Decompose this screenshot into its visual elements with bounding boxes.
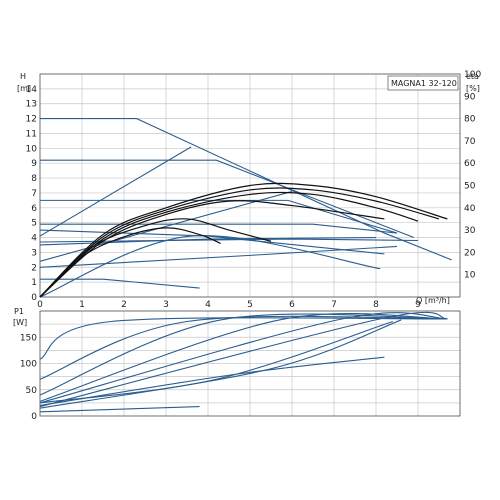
axis-labels: H [m] eta [%] Q [m³/h] P1 [W] — [13, 72, 480, 327]
eta-tick-label: 40 — [464, 204, 476, 214]
eta-tick-label: 10 — [464, 271, 476, 281]
system-curve — [39, 235, 381, 298]
power-tick-label: 50 — [26, 386, 38, 396]
power-frame — [39, 310, 461, 417]
pump-curve — [40, 278, 200, 289]
flow-tick-label: 2 — [121, 300, 127, 310]
pump-curve — [40, 118, 452, 261]
eta-tick-label: 100 — [464, 70, 481, 80]
flow-tick-label: 1 — [79, 300, 85, 310]
chart-title-box: MAGNA1 32-120 — [387, 75, 459, 91]
pump-curve — [39, 245, 398, 268]
power-curve — [39, 315, 448, 380]
flow-axis-label: Q [m³/h] — [416, 296, 450, 305]
head-tick-label: 12 — [26, 115, 37, 125]
eta-tick-label: 90 — [464, 92, 476, 102]
chart-title: MAGNA1 32-120 — [391, 79, 457, 88]
power-axis-label: P1 — [14, 307, 24, 316]
power-curve — [39, 406, 200, 413]
pump-curve — [40, 199, 398, 234]
head-tick-label: 6 — [31, 204, 37, 214]
flow-tick-label: 7 — [331, 300, 337, 310]
system-curve — [39, 146, 192, 237]
power-curve — [39, 311, 448, 408]
eta-axis-label: eta — [466, 72, 479, 81]
power-grid: 0 50 100 150 — [20, 310, 461, 422]
flow-tick-label: 6 — [289, 300, 295, 310]
efficiency-curve — [39, 200, 385, 298]
power-curve — [39, 312, 448, 404]
head-grid: 0123456789101112131410203040506070809010… — [26, 70, 482, 310]
power-tick-label: 100 — [20, 360, 37, 370]
eta-tick-label: 70 — [464, 137, 476, 147]
efficiency-curve — [39, 218, 272, 298]
power-tick-label: 150 — [20, 333, 37, 343]
head-tick-label: 13 — [26, 100, 37, 110]
power-curve — [39, 319, 402, 409]
pump-curve — [39, 238, 419, 243]
head-frame — [39, 73, 461, 298]
eta-tick-label: 60 — [464, 159, 476, 169]
efficiency-curve — [39, 227, 221, 298]
head-tick-label: 11 — [26, 129, 37, 139]
power-curve — [39, 313, 448, 396]
efficiency-curve — [39, 191, 419, 298]
head-tick-label: 14 — [26, 85, 38, 95]
flow-tick-label: 8 — [373, 300, 379, 310]
power-series — [39, 311, 448, 413]
head-tick-label: 7 — [31, 189, 37, 199]
power-curve — [39, 313, 448, 402]
head-tick-label: 3 — [31, 248, 37, 258]
flow-tick-label: 9 — [415, 300, 421, 310]
efficiency-curve — [39, 182, 448, 298]
head-tick-label: 1 — [31, 278, 37, 288]
power-axis-unit: [W] — [13, 318, 27, 327]
head-series — [39, 118, 452, 298]
power-tick-label: 0 — [31, 412, 37, 422]
head-tick-label: 4 — [31, 234, 37, 244]
efficiency-curve — [39, 187, 440, 298]
pump-curve — [40, 159, 415, 239]
head-tick-label: 9 — [31, 159, 37, 169]
head-tick-label: 8 — [31, 174, 37, 184]
eta-tick-label: 50 — [464, 182, 476, 192]
flow-tick-label: 4 — [205, 300, 211, 310]
head-tick-label: 5 — [31, 219, 37, 229]
head-tick-label: 10 — [26, 144, 38, 154]
head-tick-label: 0 — [31, 293, 37, 303]
flow-tick-label: 3 — [163, 300, 169, 310]
power-curve — [39, 356, 385, 407]
eta-tick-label: 20 — [464, 248, 476, 258]
eta-tick-label: 30 — [464, 226, 476, 236]
eta-axis-unit: [%] — [466, 84, 480, 93]
flow-tick-label: 0 — [37, 300, 43, 310]
head-tick-label: 2 — [31, 263, 37, 273]
head-axis-label: H — [20, 72, 26, 81]
system-curve — [39, 190, 293, 262]
eta-tick-label: 80 — [464, 115, 476, 125]
flow-tick-label: 5 — [247, 300, 253, 310]
pump-curve — [39, 236, 377, 246]
head-axis-unit: [m] — [17, 84, 31, 93]
